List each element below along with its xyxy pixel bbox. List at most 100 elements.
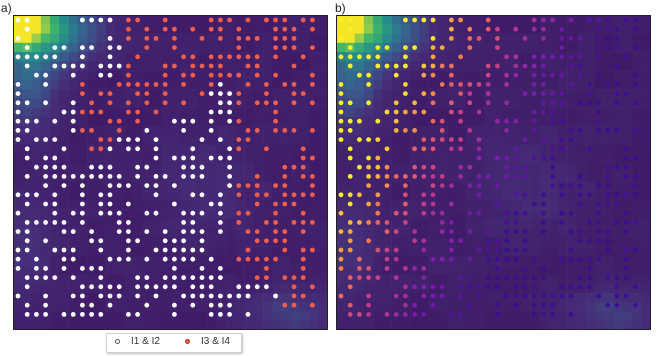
heatmap-cell — [40, 24, 51, 34]
heatmap-cell — [179, 283, 190, 294]
scatter-point — [199, 174, 205, 179]
heatmap-cell — [493, 172, 504, 183]
heatmap-cell — [96, 24, 106, 34]
heatmap-cell — [161, 181, 171, 192]
scatter-point — [126, 220, 131, 225]
scatter-point — [384, 220, 390, 225]
heatmap-cell — [428, 24, 439, 34]
heatmap-cell — [641, 228, 651, 238]
heatmap-cell — [244, 237, 255, 247]
heatmap-cell — [567, 172, 578, 183]
heatmap-cell — [207, 237, 218, 247]
scatter-point — [430, 302, 436, 308]
heatmap-cell — [170, 79, 181, 90]
scatter-point — [89, 17, 94, 23]
scatter-point — [236, 293, 242, 299]
scatter-point — [375, 220, 381, 225]
heatmap-cell — [437, 200, 448, 210]
heatmap-cell — [428, 265, 439, 275]
heatmap-cell — [133, 200, 143, 210]
heatmap-cell — [263, 163, 273, 173]
scatter-point — [34, 312, 39, 317]
heatmap-cell — [391, 42, 402, 53]
scatter-point — [522, 293, 528, 299]
scatter-point — [254, 284, 260, 290]
scatter-point — [254, 100, 260, 106]
heatmap-cell — [142, 191, 153, 201]
scatter-point — [587, 284, 592, 290]
legend-marker-orange — [185, 339, 190, 344]
scatter-point — [531, 109, 537, 115]
scatter-point — [366, 72, 371, 78]
scatter-point — [236, 256, 242, 262]
heatmap-cell — [549, 209, 559, 220]
heatmap-cell — [151, 237, 162, 247]
scatter-point — [366, 174, 371, 179]
scatter-point — [190, 192, 196, 198]
scatter-point — [126, 63, 131, 69]
heatmap-cell — [530, 42, 541, 53]
scatter-point — [43, 137, 48, 142]
heatmap-cell — [465, 218, 476, 229]
scatter-point — [208, 118, 214, 124]
scatter-point — [605, 183, 611, 189]
scatter-point — [116, 256, 122, 262]
scatter-point — [430, 164, 436, 170]
heatmap-cell — [189, 15, 199, 25]
heatmap-cell — [235, 237, 245, 247]
heatmap-cell — [521, 79, 531, 90]
scatter-point — [80, 220, 85, 225]
heatmap-cell — [456, 61, 466, 71]
scatter-point — [300, 229, 306, 235]
heatmap-cell — [484, 135, 494, 145]
scatter-point — [245, 54, 251, 60]
heatmap-cell — [447, 265, 457, 275]
heatmap-cell — [161, 135, 171, 145]
scatter-point — [282, 201, 288, 207]
heatmap-cell — [161, 191, 171, 201]
scatter-point — [61, 247, 67, 253]
scatter-point — [513, 118, 519, 124]
scatter-point — [245, 17, 251, 23]
heatmap-cell — [641, 218, 651, 229]
scatter-point — [107, 164, 113, 170]
scatter-point — [80, 82, 85, 87]
heatmap-cell — [558, 228, 568, 238]
heatmap-cell — [604, 292, 615, 303]
heatmap-cell — [133, 228, 143, 238]
scatter-point — [181, 174, 187, 179]
scatter-point — [550, 146, 555, 152]
heatmap-cell — [290, 135, 301, 145]
scatter-point — [43, 164, 48, 170]
heatmap-cell — [613, 153, 624, 164]
heatmap-cell — [124, 126, 134, 136]
scatter-point — [208, 63, 214, 69]
scatter-point — [153, 137, 159, 142]
scatter-point — [291, 36, 297, 41]
heatmap-cell — [641, 70, 651, 81]
heatmap-cell — [512, 126, 522, 136]
heatmap-cell — [613, 246, 624, 257]
scatter-point — [15, 247, 21, 253]
scatter-point — [338, 266, 344, 271]
scatter-point — [393, 174, 399, 179]
scatter-point — [449, 183, 454, 189]
heatmap-cell — [226, 42, 236, 53]
scatter-point — [218, 100, 223, 106]
scatter-point — [98, 238, 104, 244]
scatter-point — [623, 275, 629, 280]
heatmap-cell — [586, 42, 596, 53]
heatmap-cell — [363, 42, 374, 53]
heatmap-cell — [318, 98, 328, 108]
heatmap-cell — [309, 302, 320, 312]
scatter-point — [633, 220, 638, 225]
scatter-point — [458, 284, 463, 290]
scatter-point — [577, 174, 583, 179]
scatter-point — [153, 82, 159, 87]
scatter-point — [338, 128, 344, 133]
heatmap-cell — [576, 89, 587, 99]
heatmap-cell — [226, 135, 236, 145]
scatter-point — [614, 164, 620, 170]
heatmap-cell — [354, 209, 365, 220]
heatmap-cell — [419, 33, 429, 44]
